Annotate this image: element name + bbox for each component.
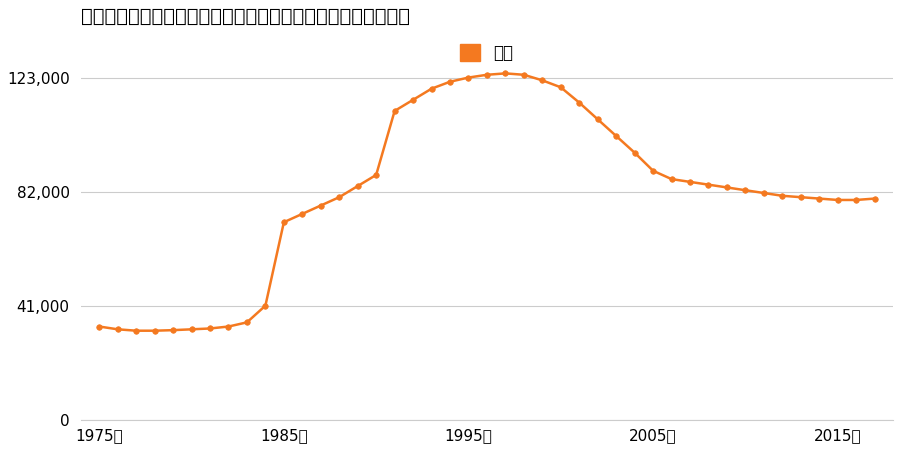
Text: 沖縄県島尻郡豊見城村字我那覇藩藏無地原５１４番の地価推移: 沖縄県島尻郡豊見城村字我那覇藩藏無地原５１４番の地価推移	[81, 7, 410, 26]
Legend: 価格: 価格	[460, 44, 514, 63]
